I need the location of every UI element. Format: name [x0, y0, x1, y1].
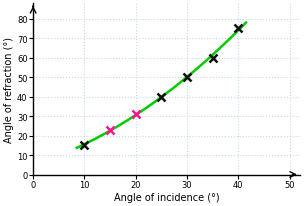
X-axis label: Angle of incidence (°): Angle of incidence (°) [114, 192, 219, 202]
Y-axis label: Angle of refraction (°): Angle of refraction (°) [4, 37, 14, 142]
